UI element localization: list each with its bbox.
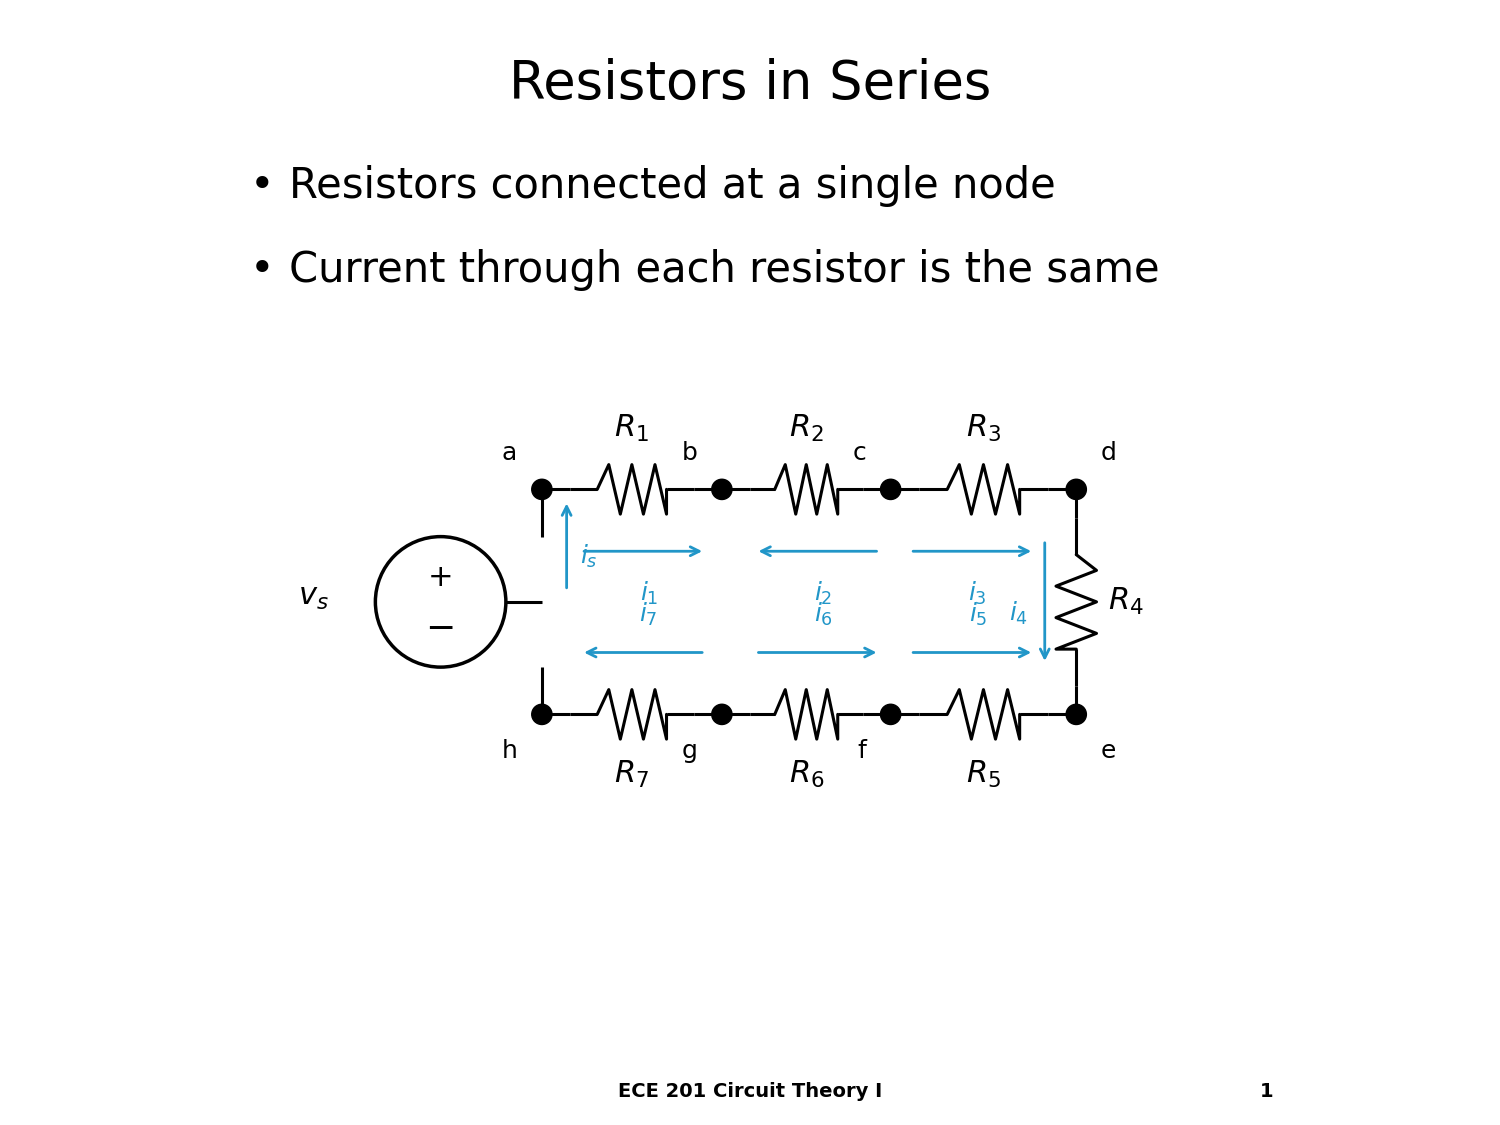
Text: $i_6$: $i_6$ (813, 601, 832, 628)
Text: e: e (1101, 739, 1116, 763)
Text: •: • (249, 249, 274, 291)
Text: $v_s$: $v_s$ (298, 580, 328, 612)
Text: h: h (501, 739, 518, 763)
Text: $i_1$: $i_1$ (639, 579, 658, 606)
Text: $R_7$: $R_7$ (615, 759, 650, 791)
Circle shape (531, 479, 552, 500)
Text: $i_7$: $i_7$ (639, 601, 658, 628)
Text: $R_4$: $R_4$ (1107, 586, 1143, 618)
Text: b: b (681, 441, 698, 465)
Circle shape (1066, 479, 1086, 500)
Text: $R_3$: $R_3$ (966, 413, 1000, 444)
Text: Current through each resistor is the same: Current through each resistor is the sam… (288, 249, 1160, 291)
Text: •: • (249, 164, 274, 207)
Text: $i_5$: $i_5$ (969, 601, 987, 628)
Text: f: f (856, 739, 865, 763)
Text: $R_5$: $R_5$ (966, 759, 1000, 791)
Text: $i_s$: $i_s$ (580, 543, 598, 570)
Text: g: g (681, 739, 698, 763)
Text: $i_4$: $i_4$ (1010, 600, 1028, 627)
Text: Resistors in Series: Resistors in Series (509, 58, 992, 110)
Text: d: d (1101, 441, 1118, 465)
Circle shape (711, 704, 732, 724)
Circle shape (880, 704, 900, 724)
Text: $i_3$: $i_3$ (969, 579, 987, 606)
Text: +: + (427, 562, 453, 592)
Text: −: − (426, 612, 456, 646)
Text: $R_6$: $R_6$ (789, 759, 824, 791)
Text: $i_2$: $i_2$ (815, 579, 833, 606)
Text: Resistors connected at a single node: Resistors connected at a single node (288, 164, 1056, 207)
Text: $R_2$: $R_2$ (789, 413, 824, 444)
Circle shape (880, 479, 900, 500)
Circle shape (711, 479, 732, 500)
Text: ECE 201 Circuit Theory I: ECE 201 Circuit Theory I (618, 1082, 882, 1100)
Circle shape (1066, 704, 1086, 724)
Circle shape (531, 704, 552, 724)
Text: $R_1$: $R_1$ (615, 413, 650, 444)
Text: a: a (503, 441, 518, 465)
Text: 1: 1 (1260, 1082, 1274, 1100)
Text: c: c (852, 441, 865, 465)
